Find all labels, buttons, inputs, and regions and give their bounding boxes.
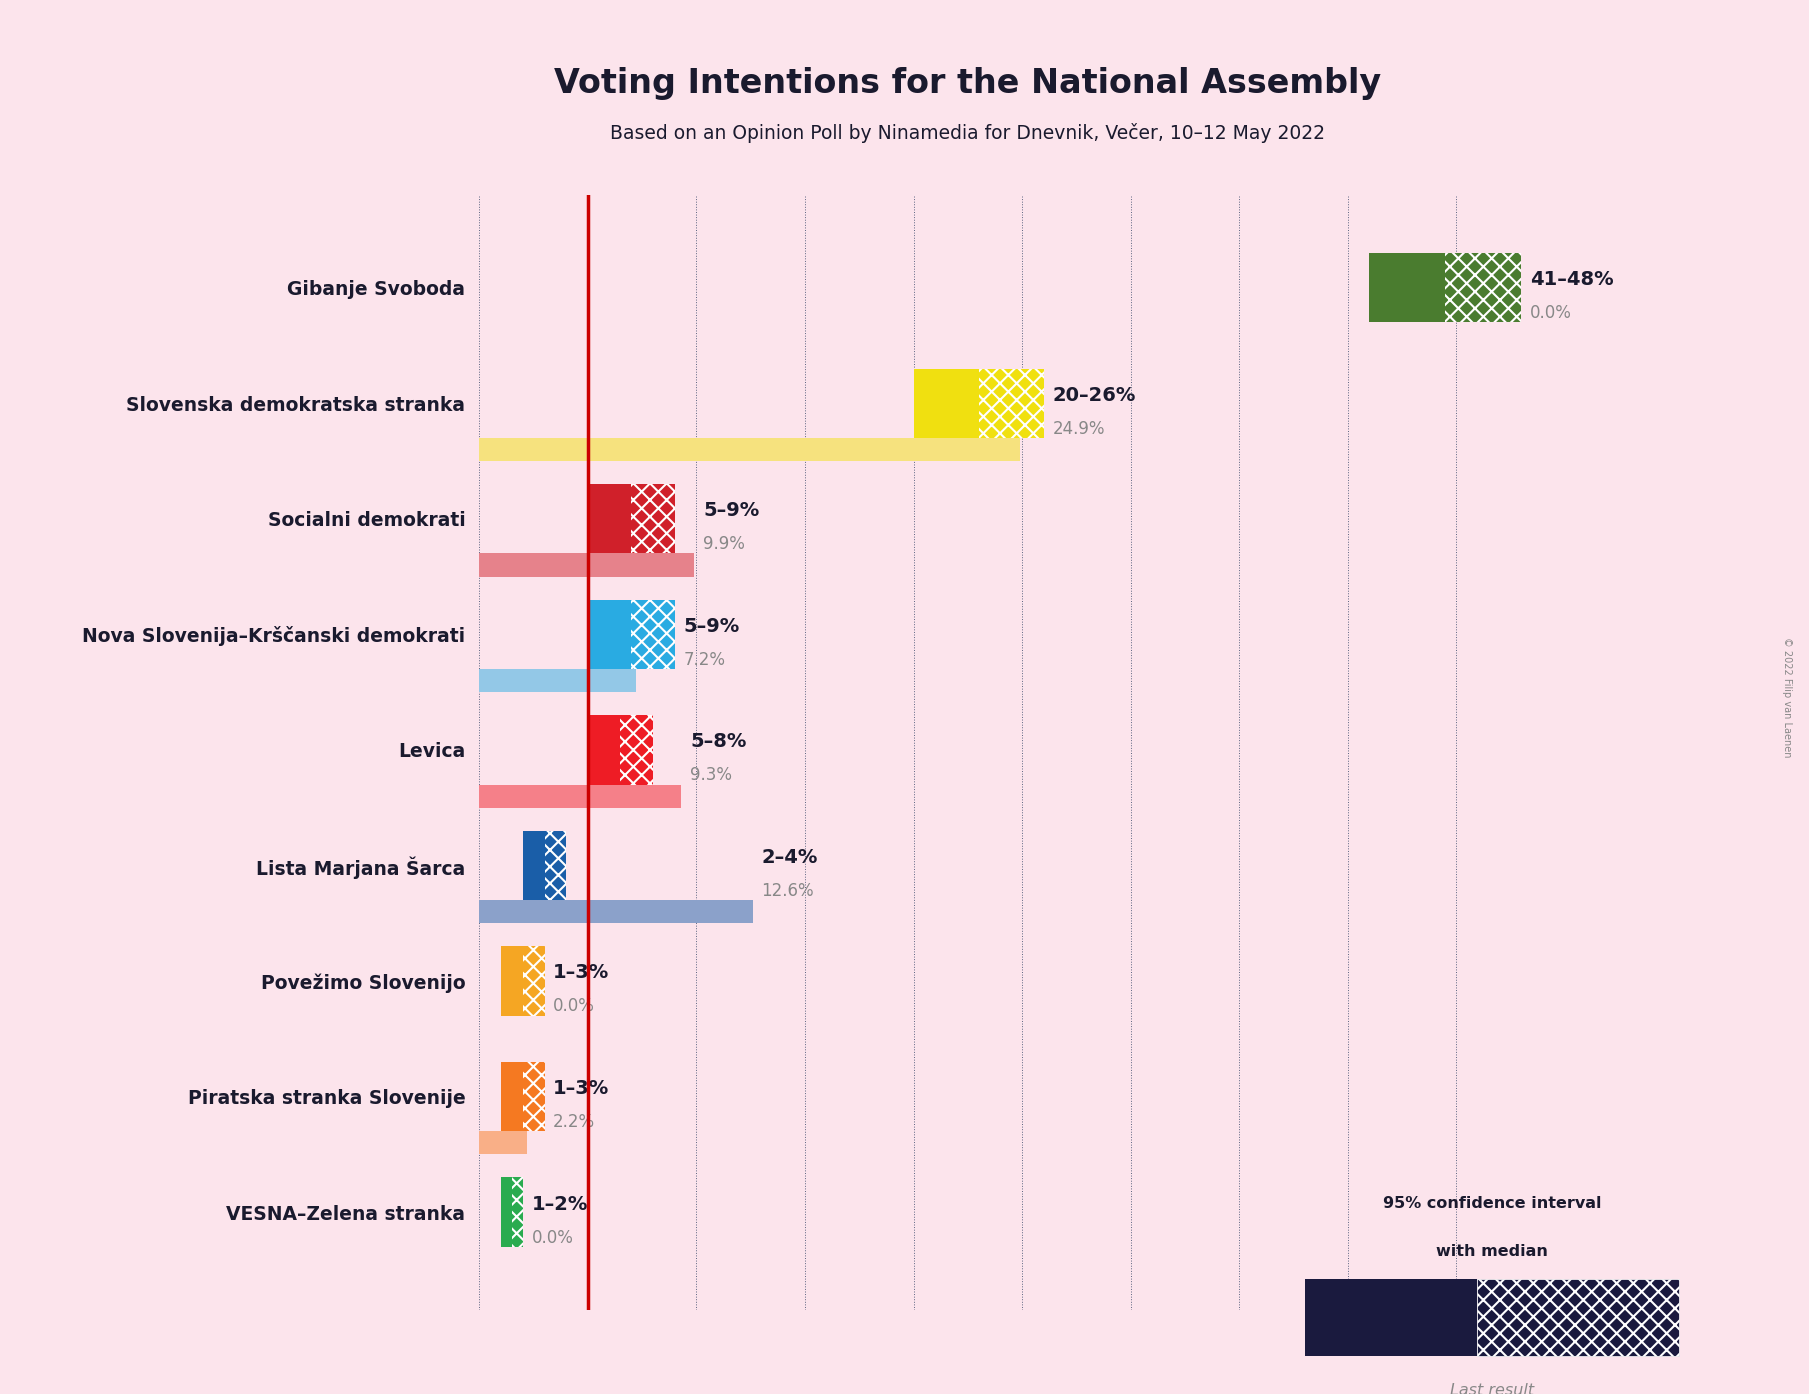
Bar <box>588 599 675 669</box>
Text: 1–3%: 1–3% <box>554 963 610 983</box>
Text: 2–4%: 2–4% <box>762 848 818 867</box>
Bar <box>1476 1280 1679 1356</box>
Bar <box>501 1062 545 1132</box>
Bar <box>479 785 682 807</box>
Bar <box>631 599 675 669</box>
Text: 20–26%: 20–26% <box>1053 386 1136 404</box>
Bar <box>479 901 753 923</box>
Text: 7.2%: 7.2% <box>684 651 725 669</box>
Bar <box>545 831 566 901</box>
Text: 0.0%: 0.0% <box>532 1228 573 1246</box>
Bar <box>501 947 545 1016</box>
Text: 1–2%: 1–2% <box>532 1195 588 1214</box>
Bar <box>1445 252 1521 322</box>
Bar <box>523 947 545 1016</box>
Bar <box>979 368 1044 438</box>
Text: 9.9%: 9.9% <box>704 535 745 553</box>
Bar <box>523 1062 545 1132</box>
Text: Voting Intentions for the National Assembly: Voting Intentions for the National Assem… <box>554 67 1382 100</box>
Bar <box>588 715 653 785</box>
Text: 0.0%: 0.0% <box>1530 304 1572 322</box>
Text: 95% confidence interval: 95% confidence interval <box>1384 1196 1601 1210</box>
Bar <box>501 1178 523 1246</box>
Bar <box>620 715 653 785</box>
Bar <box>588 484 675 553</box>
Text: 41–48%: 41–48% <box>1530 270 1614 289</box>
Text: with median: with median <box>1436 1243 1549 1259</box>
Text: 5–9%: 5–9% <box>684 616 740 636</box>
Text: 9.3%: 9.3% <box>689 767 733 785</box>
Bar <box>523 831 566 901</box>
Bar <box>479 438 1020 461</box>
Text: Last result: Last result <box>1451 1383 1534 1394</box>
Bar <box>914 368 1044 438</box>
Text: 5–9%: 5–9% <box>704 502 760 520</box>
Text: © 2022 Filip van Laenen: © 2022 Filip van Laenen <box>1782 637 1793 757</box>
Text: 24.9%: 24.9% <box>1053 420 1105 438</box>
Text: 2.2%: 2.2% <box>554 1112 595 1131</box>
Bar <box>479 1132 526 1154</box>
Bar <box>479 553 695 577</box>
Bar <box>512 1178 523 1246</box>
Text: 0.0%: 0.0% <box>554 998 595 1015</box>
Bar <box>1369 252 1521 322</box>
Bar <box>479 669 635 691</box>
Text: Based on an Opinion Poll by Ninamedia for Dnevnik, Večer, 10–12 May 2022: Based on an Opinion Poll by Ninamedia fo… <box>610 123 1326 142</box>
Bar <box>1306 1280 1476 1356</box>
Text: 1–3%: 1–3% <box>554 1079 610 1098</box>
Text: 5–8%: 5–8% <box>689 732 747 751</box>
Bar <box>631 484 675 553</box>
Text: 12.6%: 12.6% <box>762 882 814 901</box>
